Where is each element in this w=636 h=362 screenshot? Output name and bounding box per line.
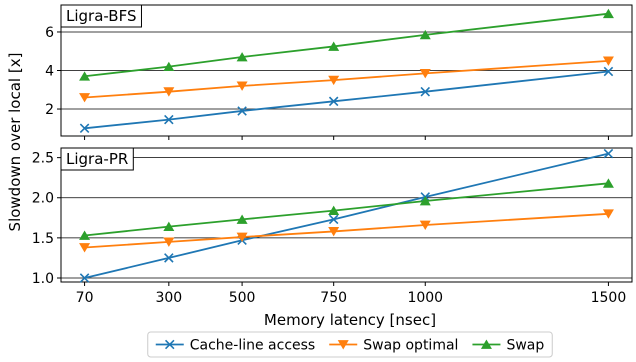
data-point <box>236 81 248 91</box>
x-tick-label: 500 <box>229 290 256 306</box>
y-tick-label: 2 <box>45 102 54 118</box>
data-point <box>163 87 175 97</box>
data-point <box>419 196 431 206</box>
series-line <box>84 70 609 130</box>
x-tick-label: 1000 <box>407 290 443 306</box>
data-point <box>79 93 91 103</box>
x-tick-label: 750 <box>320 290 347 306</box>
data-point <box>602 8 614 19</box>
data-point <box>328 75 340 86</box>
y-tick-label: 1.0 <box>32 271 54 287</box>
panel-title: Ligra-BFS <box>60 4 142 28</box>
data-point <box>236 214 248 224</box>
legend-label: Cache-line access <box>190 338 315 354</box>
y-tick-label: 4 <box>45 64 54 80</box>
chart-panel: 2 4 6 Ligra-BFS <box>45 4 633 140</box>
series-line <box>84 182 609 237</box>
data-point <box>602 178 614 188</box>
series-cache-line-access <box>79 66 614 134</box>
legend-label: Swap <box>506 338 544 354</box>
legend-marker <box>480 339 492 349</box>
y-tick-label: 2.5 <box>32 151 54 167</box>
series-swap-optimal <box>79 209 614 253</box>
series-line <box>84 152 609 279</box>
data-point <box>164 253 174 263</box>
data-point <box>419 29 431 40</box>
legend-marker <box>337 340 349 350</box>
series-line <box>84 59 609 99</box>
y-tick-label: 6 <box>45 25 54 41</box>
data-point <box>237 106 247 116</box>
panel-title: Ligra-PR <box>60 147 134 171</box>
legend-label: Swap optimal <box>363 338 458 354</box>
x-tick-label: 300 <box>155 290 182 306</box>
data-point <box>79 243 91 253</box>
series-swap-optimal <box>79 56 614 103</box>
data-point <box>79 71 91 81</box>
data-point <box>164 114 174 125</box>
data-point <box>603 148 614 159</box>
series-swap <box>79 8 614 81</box>
y-tick-label: 2.0 <box>32 191 54 207</box>
plot-frame <box>60 4 633 137</box>
chart-panel: 1.0 1.5 2.0 2.5 Ligra-PR 70 300 500 750 1000 1500 <box>32 147 633 306</box>
data-point <box>79 273 90 283</box>
x-axis-label: Memory latency [nsec] <box>264 311 436 329</box>
data-point <box>163 237 175 247</box>
plot-frame <box>60 147 633 283</box>
data-point <box>603 66 614 77</box>
data-point <box>328 41 340 51</box>
series-line <box>84 12 609 78</box>
y-axis-label: Slowdown over local [x] <box>6 53 24 232</box>
data-point <box>236 52 248 62</box>
data-point <box>328 96 339 107</box>
legend-item: Cache-line access <box>155 338 315 354</box>
data-point <box>236 232 248 243</box>
data-point <box>79 230 91 240</box>
data-point <box>328 227 340 237</box>
data-point <box>328 205 340 215</box>
legend-marker <box>164 339 175 350</box>
data-point <box>420 86 431 97</box>
legend-item: Swap optimal <box>329 338 458 354</box>
legend: Cache-line access Swap optimal Swap <box>147 331 553 358</box>
legend-item: Swap <box>472 338 544 354</box>
data-point <box>163 61 175 72</box>
x-tick-label: 70 <box>76 290 94 306</box>
panel-title-text: Ligra-BFS <box>66 7 136 25</box>
data-point <box>419 68 431 79</box>
data-point <box>79 123 90 134</box>
panel-title-text: Ligra-PR <box>66 150 128 168</box>
x-tick-label: 1500 <box>591 290 627 306</box>
chart-panels: 2 4 6 Ligra-BFS 1.0 1.5 2.0 2.5 Ligra-PR 70 300 500… <box>32 4 633 306</box>
y-tick-label: 1.5 <box>32 231 54 247</box>
data-point <box>602 209 614 219</box>
series-swap <box>79 178 614 240</box>
series-line <box>84 212 609 249</box>
data-point <box>419 220 431 230</box>
series-cache-line-access <box>79 148 614 283</box>
data-point <box>328 214 339 225</box>
data-point <box>602 56 614 66</box>
data-point <box>163 221 175 232</box>
